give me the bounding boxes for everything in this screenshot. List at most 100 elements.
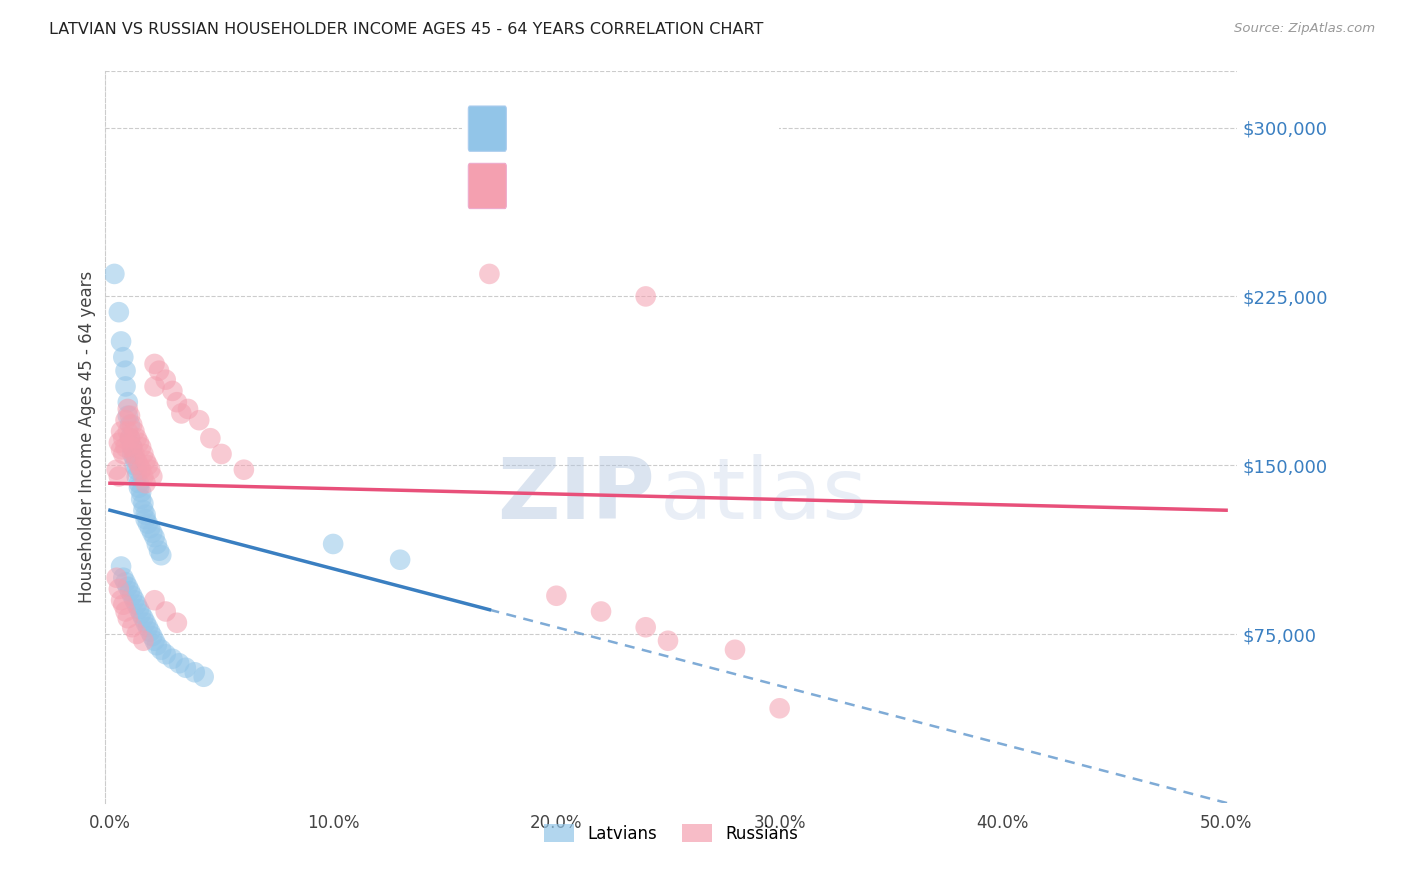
Point (114, 413, 136, 427)
Point (117, 611, 139, 625)
Point (108, 305, 131, 319)
Point (589, 605, 612, 619)
Point (143, 593, 166, 607)
Point (193, 670, 215, 684)
Point (166, 395, 188, 409)
Point (128, 435, 150, 450)
Y-axis label: Householder Income Ages 45 - 64 years: Householder Income Ages 45 - 64 years (77, 271, 96, 603)
Point (135, 453, 157, 467)
Point (211, 447, 233, 461)
Point (150, 642, 173, 657)
Point (112, 447, 135, 461)
Point (177, 401, 200, 416)
Point (136, 516, 159, 531)
Point (108, 435, 131, 450)
Point (634, 289, 657, 303)
Point (136, 620, 159, 634)
Point (128, 458, 150, 473)
Point (124, 425, 146, 439)
Point (129, 485, 152, 500)
Point (121, 440, 143, 454)
Point (125, 453, 148, 467)
Point (129, 440, 152, 454)
Point (118, 584, 141, 599)
Point (117, 395, 139, 409)
Point (108, 582, 131, 596)
Point (118, 409, 141, 423)
Point (148, 364, 170, 378)
Point (612, 193, 634, 207)
Point (167, 657, 190, 671)
Point (174, 661, 197, 675)
Point (110, 442, 132, 457)
Point (124, 458, 146, 473)
Point (125, 463, 148, 477)
Point (129, 491, 152, 506)
Point (117, 409, 139, 423)
Point (112, 431, 135, 445)
Point (128, 476, 150, 491)
Point (141, 525, 163, 540)
Point (135, 512, 157, 526)
Point (139, 624, 162, 639)
Point (114, 575, 136, 590)
Point (117, 425, 139, 439)
Point (724, 642, 747, 657)
Point (132, 469, 155, 483)
Point (657, 633, 679, 648)
Point (114, 605, 136, 619)
Point (114, 364, 136, 378)
Point (162, 652, 184, 666)
Point (128, 481, 150, 495)
Point (155, 373, 177, 387)
Point (128, 602, 150, 616)
Point (141, 469, 163, 483)
Point (105, 571, 128, 585)
Point (125, 431, 148, 445)
Point (132, 633, 155, 648)
Point (200, 431, 222, 445)
Point (121, 620, 143, 634)
Point (546, 589, 568, 603)
Point (110, 425, 132, 439)
Text: LATVIAN VS RUSSIAN HOUSEHOLDER INCOME AGES 45 - 64 YEARS CORRELATION CHART: LATVIAN VS RUSSIAN HOUSEHOLDER INCOME AG… (49, 22, 763, 37)
Point (110, 334, 132, 349)
Point (143, 357, 166, 371)
Point (132, 447, 155, 461)
Text: ZIP: ZIP (496, 454, 654, 537)
Point (135, 476, 157, 491)
Point (634, 620, 657, 634)
Point (114, 440, 136, 454)
Point (162, 384, 184, 398)
Point (118, 417, 141, 432)
Point (129, 607, 152, 621)
Point (143, 633, 166, 648)
Point (125, 627, 148, 641)
Point (118, 431, 141, 445)
Point (389, 553, 412, 567)
Point (132, 496, 155, 510)
Point (148, 543, 170, 558)
Point (108, 469, 131, 483)
Point (166, 615, 188, 630)
Point (478, 267, 501, 281)
Point (121, 417, 143, 432)
Point (110, 593, 132, 607)
Point (124, 451, 146, 466)
Point (150, 548, 173, 562)
Point (170, 407, 193, 421)
Point (143, 379, 166, 393)
Legend: Latvians, Russians: Latvians, Russians (537, 818, 806, 849)
Point (121, 589, 143, 603)
Point (146, 537, 169, 551)
Point (124, 593, 146, 607)
Point (146, 638, 169, 652)
Point (103, 267, 125, 281)
Point (188, 413, 211, 427)
Text: atlas: atlas (659, 454, 868, 537)
Point (112, 598, 135, 612)
Point (114, 379, 136, 393)
Point (135, 615, 157, 630)
Point (523, 193, 546, 207)
Point (184, 665, 207, 680)
